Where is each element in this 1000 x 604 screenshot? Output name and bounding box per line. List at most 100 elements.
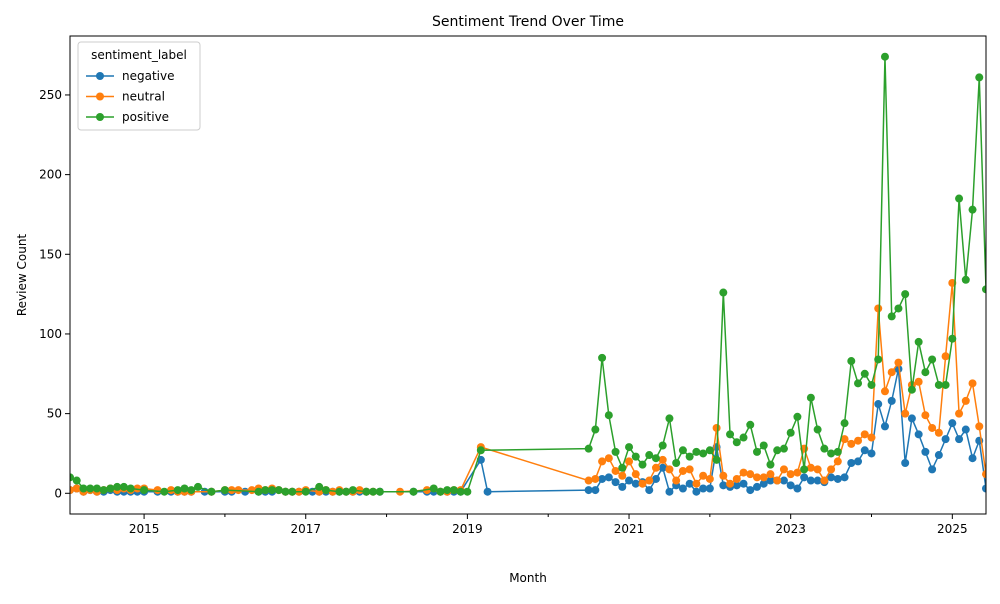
data-point-negative-2019-04 bbox=[483, 487, 492, 496]
data-point-positive-2022-06 bbox=[739, 433, 748, 442]
data-point-positive-2021-08 bbox=[672, 459, 681, 468]
legend-marker-neutral bbox=[96, 92, 104, 101]
data-point-positive-2017-03 bbox=[315, 482, 324, 491]
data-point-positive-2023-10 bbox=[847, 357, 856, 366]
data-point-neutral-2022-08 bbox=[753, 473, 761, 482]
data-point-positive-2018-10 bbox=[443, 486, 452, 495]
data-point-positive-2020-09 bbox=[598, 353, 607, 362]
data-point-positive-2017-11 bbox=[369, 487, 378, 496]
data-point-negative-2023-02 bbox=[793, 484, 802, 493]
data-point-negative-2025-03 bbox=[961, 425, 970, 434]
data-point-positive-2018-08 bbox=[429, 484, 438, 493]
data-point-positive-2022-11 bbox=[773, 446, 782, 455]
data-point-neutral-2025-02 bbox=[955, 409, 964, 418]
data-point-positive-2022-07 bbox=[746, 420, 755, 429]
data-point-negative-2022-05 bbox=[732, 481, 741, 490]
data-point-neutral-2021-03 bbox=[638, 479, 647, 488]
y-tick-label-0: 0 bbox=[54, 486, 62, 500]
data-point-positive-2015-06 bbox=[173, 486, 182, 495]
data-point-positive-2016-10 bbox=[281, 487, 290, 496]
data-point-neutral-2024-05 bbox=[894, 358, 903, 367]
data-point-neutral-2021-08 bbox=[672, 476, 681, 485]
data-point-positive-2025-04 bbox=[968, 205, 977, 214]
data-point-negative-2024-07 bbox=[907, 414, 916, 423]
data-point-negative-2022-08 bbox=[753, 482, 761, 491]
data-point-neutral-2021-01 bbox=[625, 457, 634, 466]
data-point-positive-2017-04 bbox=[321, 486, 330, 495]
data-point-positive-2024-11 bbox=[934, 380, 943, 389]
data-point-neutral-2021-07 bbox=[665, 465, 674, 474]
data-point-neutral-2016-05 bbox=[247, 486, 256, 495]
series-layer bbox=[70, 52, 986, 496]
data-point-positive-2015-01 bbox=[140, 486, 149, 495]
data-point-positive-2024-02 bbox=[874, 355, 883, 364]
data-point-neutral-2024-04 bbox=[887, 368, 896, 377]
data-point-negative-2024-12 bbox=[941, 435, 950, 444]
data-point-neutral-2017-09 bbox=[355, 486, 364, 495]
data-point-positive-2022-01 bbox=[705, 446, 714, 455]
data-point-positive-2024-05 bbox=[894, 304, 903, 313]
data-point-neutral-2024-01 bbox=[867, 433, 876, 442]
data-point-positive-2017-01 bbox=[301, 487, 310, 496]
data-point-positive-2017-07 bbox=[342, 487, 351, 496]
data-point-neutral-2021-04 bbox=[645, 476, 654, 485]
data-point-positive-2018-11 bbox=[449, 486, 458, 495]
data-point-neutral-2022-11 bbox=[773, 476, 782, 485]
y-tick-label-50: 50 bbox=[47, 407, 62, 421]
data-point-neutral-2020-07 bbox=[584, 476, 593, 485]
data-point-positive-2014-10 bbox=[119, 482, 128, 491]
data-point-positive-2020-12 bbox=[618, 463, 627, 472]
data-point-neutral-2021-11 bbox=[692, 479, 701, 488]
data-point-neutral-2015-03 bbox=[153, 486, 162, 495]
data-point-neutral-2022-02 bbox=[712, 423, 721, 432]
legend-marker-positive bbox=[96, 113, 104, 121]
y-axis-label: Review Count bbox=[15, 234, 29, 317]
data-point-positive-2023-03 bbox=[800, 465, 809, 474]
data-point-neutral-2022-04 bbox=[726, 479, 735, 488]
data-point-neutral-2022-09 bbox=[759, 473, 768, 482]
data-point-neutral-2022-10 bbox=[766, 470, 775, 479]
data-point-negative-2021-09 bbox=[678, 484, 687, 493]
data-point-negative-2022-07 bbox=[746, 486, 755, 495]
data-point-negative-2023-04 bbox=[806, 476, 815, 485]
x-axis-label: Month bbox=[509, 571, 547, 585]
data-point-negative-2023-03 bbox=[800, 473, 809, 482]
data-point-positive-2018-05 bbox=[409, 487, 418, 496]
data-point-neutral-2022-03 bbox=[719, 471, 728, 480]
data-point-negative-2021-06 bbox=[658, 463, 667, 472]
data-point-negative-2020-08 bbox=[591, 486, 600, 495]
data-point-positive-2022-09 bbox=[759, 441, 768, 450]
data-point-positive-2015-04 bbox=[160, 487, 169, 496]
data-point-neutral-2021-06 bbox=[658, 455, 667, 464]
data-point-positive-2022-08 bbox=[753, 447, 761, 456]
data-point-positive-2015-09 bbox=[193, 482, 202, 491]
data-point-negative-2021-10 bbox=[685, 479, 694, 488]
data-point-neutral-2014-12 bbox=[133, 484, 142, 493]
data-point-neutral-2023-06 bbox=[820, 476, 829, 485]
data-point-negative-2024-09 bbox=[921, 447, 930, 456]
data-point-neutral-2023-01 bbox=[786, 470, 795, 479]
data-point-positive-2023-04 bbox=[806, 393, 815, 402]
data-point-neutral-2023-04 bbox=[806, 463, 815, 472]
data-point-positive-2016-08 bbox=[268, 486, 277, 495]
data-point-positive-2014-05 bbox=[86, 484, 95, 493]
data-point-neutral-2025-05 bbox=[975, 422, 984, 431]
data-point-positive-2021-03 bbox=[638, 460, 647, 469]
data-point-negative-2024-04 bbox=[887, 396, 896, 405]
x-tick-label-2023: 2023 bbox=[775, 522, 806, 536]
plot-frame bbox=[69, 35, 987, 515]
data-point-positive-2021-04 bbox=[645, 451, 654, 460]
data-point-negative-2020-07 bbox=[584, 486, 593, 495]
data-point-positive-2024-03 bbox=[880, 52, 889, 61]
y-tick-label-200: 200 bbox=[39, 168, 62, 182]
data-point-neutral-2023-05 bbox=[813, 465, 822, 474]
y-tick-label-100: 100 bbox=[39, 327, 62, 341]
data-point-positive-2023-12 bbox=[860, 369, 869, 378]
legend-label-positive: positive bbox=[122, 110, 169, 124]
data-point-neutral-2015-05 bbox=[167, 486, 176, 495]
data-point-positive-2022-12 bbox=[779, 444, 788, 453]
data-point-positive-2025-05 bbox=[975, 73, 984, 82]
data-point-neutral-2022-12 bbox=[779, 465, 788, 474]
data-point-neutral-2023-08 bbox=[833, 457, 842, 466]
data-point-neutral-2020-11 bbox=[611, 466, 620, 475]
